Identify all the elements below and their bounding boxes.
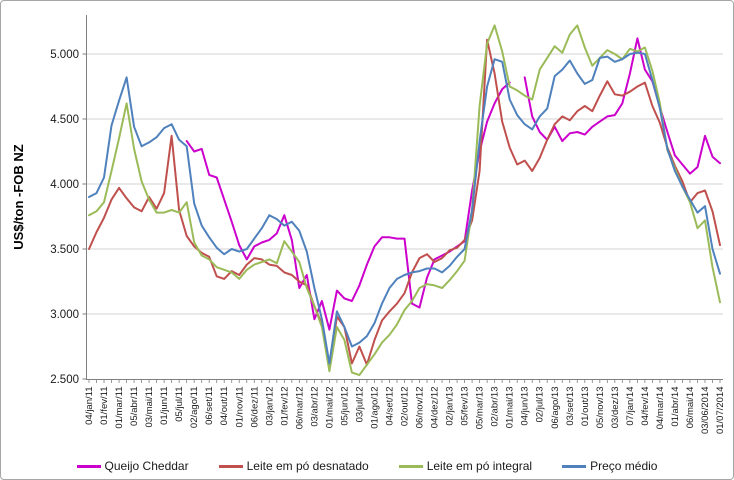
x-tick-label: 01/ago/12: [369, 387, 380, 429]
y-tick-label: 3.000: [50, 309, 79, 321]
x-tick-label: 01/mai/12: [324, 387, 335, 429]
x-tick-label: 01/07/2014: [715, 387, 726, 435]
x-tick-label: 01/out/13: [580, 387, 591, 427]
x-tick-label: 03/abr/12: [309, 387, 320, 427]
x-tick-label: 03/jul/12: [354, 387, 365, 423]
x-tick-label: 06/ago/13: [550, 387, 561, 429]
axis-labels: 2.500 3.000 3.500 4.000 4.500 5.000 04/jan/11 0…: [50, 49, 726, 434]
legend-item-leite-po-desnatado: Leite em pó desnatado: [218, 459, 369, 473]
series-line-leite-po-integral: [88, 24, 721, 377]
legend-line-sample-leite-po-integral: [398, 464, 423, 468]
x-tick-label: 04/set/12: [385, 387, 396, 426]
x-tick-label: 01/jun/11: [159, 387, 170, 425]
x-tick-label: 04/mar/14: [655, 387, 666, 430]
legend-line-sample-queijo-cheddar: [76, 464, 101, 468]
legend-label-preco-medio: Preço médio: [590, 459, 658, 473]
x-tick-label: 05/jul/11: [174, 387, 185, 422]
x-tick-label: 03/set/13: [565, 387, 576, 426]
y-tick-label: 5.000: [50, 49, 79, 61]
y-tick-label: 3.500: [50, 244, 79, 256]
x-tick-label: 01/mai/13: [505, 386, 516, 428]
legend-label-leite-po-desnatado: Leite em pó desnatado: [246, 459, 369, 473]
x-tick-label: 01/mar/11: [114, 387, 125, 429]
series-lines: [88, 24, 721, 377]
x-tick-label: 06/mar/12: [294, 387, 305, 430]
x-tick-label: 05/fev/13: [460, 387, 471, 426]
x-tick-label: 06/mai/14: [685, 387, 696, 429]
legend-item-preco-medio: Preço médio: [562, 459, 657, 473]
x-tick-label: 03/mai/11: [144, 387, 155, 428]
legend-item-queijo-cheddar: Queijo Cheddar: [76, 459, 189, 473]
x-tick-label: 01/abr/14: [670, 387, 681, 427]
x-tick-label: 04/jan/11: [84, 387, 95, 425]
x-tick-label: 02/jul/13: [535, 387, 546, 423]
x-tick-label: 05/jun/12: [339, 387, 350, 426]
x-tick-label: 05/abr/11: [129, 387, 140, 426]
x-tick-label: 01/nov/11: [234, 387, 245, 428]
y-tick-label: 2.500: [50, 374, 79, 386]
legend-line-sample-preco-medio: [562, 464, 587, 468]
x-tick-label: 03/06/2014: [700, 387, 711, 435]
y-axis-title: US$/ton -FOB NZ: [11, 144, 26, 249]
series-line-leite-po-desnatado: [88, 38, 721, 370]
x-tick-label: 01/fev/12: [279, 387, 290, 426]
axes: [82, 15, 723, 383]
x-tick-label: 04/fev/14: [640, 387, 651, 426]
x-tick-label: 06/dez/11: [249, 387, 260, 428]
x-tick-label: 04/dez/12: [430, 387, 441, 429]
legend-item-leite-po-integral: Leite em pó integral: [398, 459, 533, 473]
y-tick-label: 4.500: [50, 114, 79, 126]
chart-legend: Queijo Cheddar Leite em pó desnatado Leite…: [1, 459, 733, 473]
x-tick-label: 03/dez/13: [610, 387, 621, 429]
x-tick-label: 03/jan/12: [264, 387, 275, 426]
x-tick-label: 05/mar/13: [475, 386, 486, 429]
x-tick-label: 01/fev/11: [99, 387, 110, 425]
x-tick-label: 06/nov/12: [415, 387, 426, 429]
x-tick-label: 07/jan/14: [625, 387, 636, 426]
legend-label-queijo-cheddar: Queijo Cheddar: [104, 459, 189, 473]
price-line-chart: 2.500 3.000 3.500 4.000 4.500 5.000 04/jan/11 0…: [11, 15, 726, 434]
x-tick-label: 06/set/11: [204, 387, 215, 425]
x-tick-label: 02/abr/13: [490, 386, 501, 426]
x-tick-label: 05/nov/13: [595, 387, 606, 429]
series-line-preco-medio: [88, 51, 721, 365]
x-tick-label: 04/jun/13: [520, 387, 531, 426]
x-tick-label: 02/out/12: [400, 387, 411, 427]
legend-line-sample-leite-po-desnatado: [218, 464, 243, 468]
x-tick-label: 02/jan/13: [445, 387, 456, 426]
legend-label-leite-po-integral: Leite em pó integral: [426, 459, 533, 473]
x-tick-label: 02/ago/11: [189, 387, 200, 429]
x-tick-label: 04/out/11: [219, 387, 230, 426]
y-tick-label: 4.000: [50, 179, 79, 191]
